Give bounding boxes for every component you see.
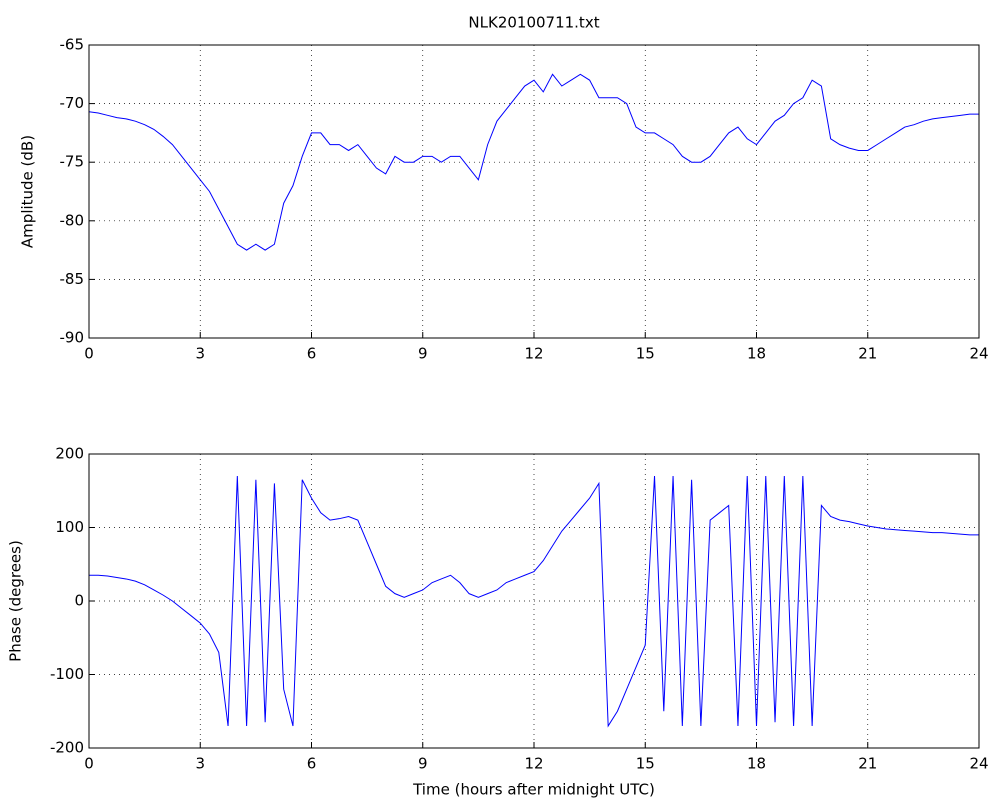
y-tick-label: -65: [60, 36, 85, 54]
x-tick-label: 21: [858, 345, 877, 363]
y-tick-label: -85: [60, 270, 85, 288]
y-axis-label: Phase (degrees): [7, 540, 25, 662]
x-tick-label: 18: [747, 755, 766, 773]
x-tick-label: 18: [747, 345, 766, 363]
x-tick-label: 15: [636, 345, 655, 363]
x-tick-label: 15: [636, 755, 655, 773]
x-tick-label: 3: [195, 345, 205, 363]
axes-frame: [88, 44, 980, 339]
axes-frame: [88, 453, 980, 749]
y-tick-label: -90: [60, 329, 85, 347]
y-tick-label: -200: [50, 739, 84, 757]
x-axis-label: Time (hours after midnight UTC): [412, 781, 655, 799]
y-tick-label: 100: [55, 518, 84, 536]
y-tick-label: -80: [60, 211, 85, 229]
x-tick-label: 9: [418, 345, 428, 363]
chart-title: NLK20100711.txt: [468, 14, 599, 32]
x-tick-label: 12: [524, 755, 543, 773]
x-tick-label: 9: [418, 755, 428, 773]
data-line: [88, 73, 979, 251]
x-tick-label: 0: [84, 345, 94, 363]
x-tick-label: 12: [524, 345, 543, 363]
plot-area: [89, 45, 979, 338]
data-line: [89, 476, 979, 728]
y-axis-label: Amplitude (dB): [19, 135, 37, 248]
x-tick-label: 6: [307, 755, 317, 773]
y-tick-label: 0: [74, 592, 84, 610]
x-tick-label: 24: [969, 345, 988, 363]
x-tick-label: 24: [969, 755, 988, 773]
y-tick-label: 200: [55, 445, 84, 463]
x-tick-label: 6: [307, 345, 317, 363]
x-tick-label: 21: [858, 755, 877, 773]
x-tick-label: 3: [195, 755, 205, 773]
y-tick-label: -100: [50, 665, 84, 683]
x-tick-label: 0: [84, 755, 94, 773]
y-tick-label: -75: [60, 153, 85, 171]
y-tick-label: -70: [60, 94, 85, 112]
